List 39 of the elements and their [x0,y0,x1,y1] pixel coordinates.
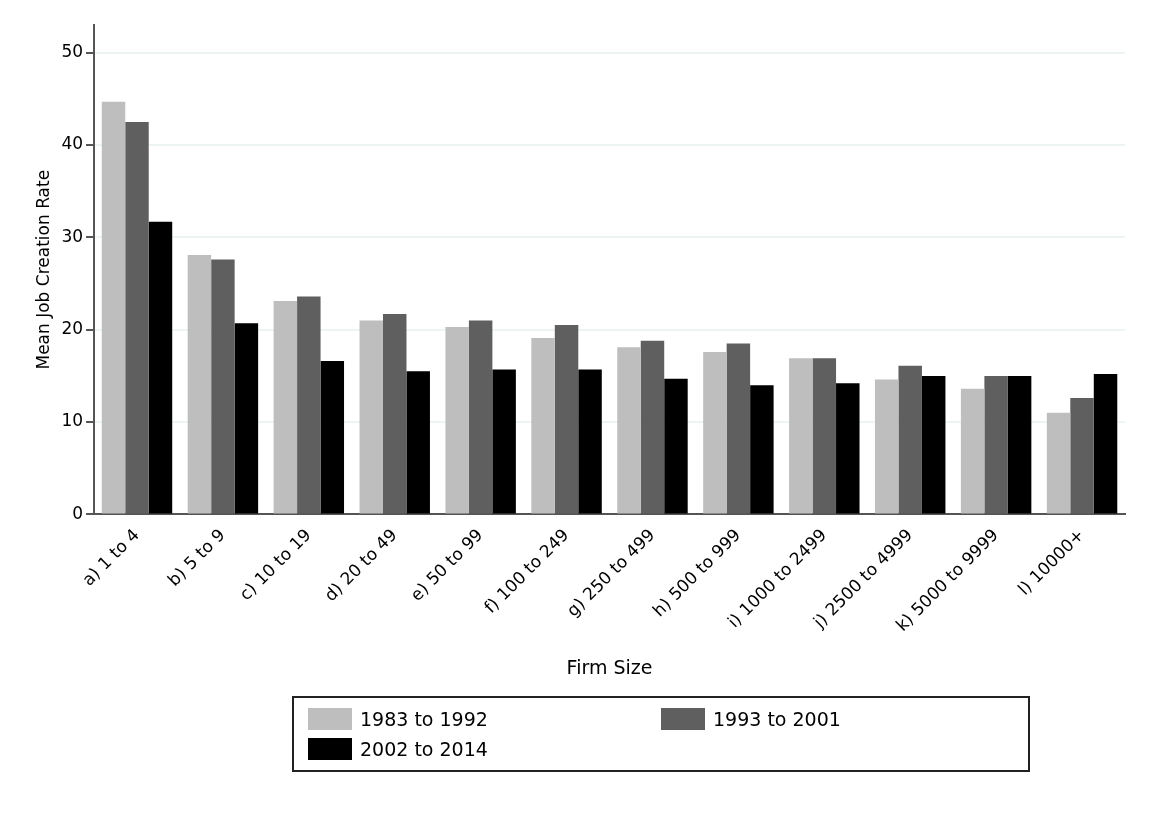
bar [273,301,298,514]
bar [750,385,774,514]
bar [187,254,212,514]
y-tick-label: 40 [61,133,84,154]
y-tick-label: 0 [72,502,84,523]
bar [960,388,985,514]
bar [836,383,860,514]
bar [148,221,173,514]
y-axis-title: Mean Job Creation Rate [32,169,53,370]
bar [1046,412,1071,514]
bar [406,371,430,514]
x-axis-title: Firm Size [566,655,653,678]
bar [789,358,813,514]
y-tick-label: 20 [61,318,84,339]
bar [664,378,688,514]
bar [1007,375,1032,514]
x-tick-label: c) 10 to 19 [235,524,315,605]
bar [445,326,469,514]
bar [320,361,345,514]
x-tick-label: d) 20 to 49 [320,524,401,606]
y-tick-label: 30 [61,225,84,246]
bar [234,323,259,514]
bar [101,101,126,514]
x-tick-label: b) 5 to 9 [163,524,229,590]
bar [874,379,899,514]
y-tick-label: 10 [61,410,84,431]
bar [1093,374,1118,514]
bar [578,369,602,514]
bar [921,375,946,514]
bar [359,320,383,514]
y-tick-label: 50 [61,41,84,62]
legend-label: 1983 to 1992 [360,708,488,730]
bar [617,347,641,514]
bar [492,369,516,514]
legend-label: 1993 to 2001 [713,708,841,730]
bar [703,351,727,514]
x-tick-label: a) 1 to 4 [77,524,143,590]
bar [531,338,555,514]
legend-label: 2002 to 2014 [360,738,488,760]
